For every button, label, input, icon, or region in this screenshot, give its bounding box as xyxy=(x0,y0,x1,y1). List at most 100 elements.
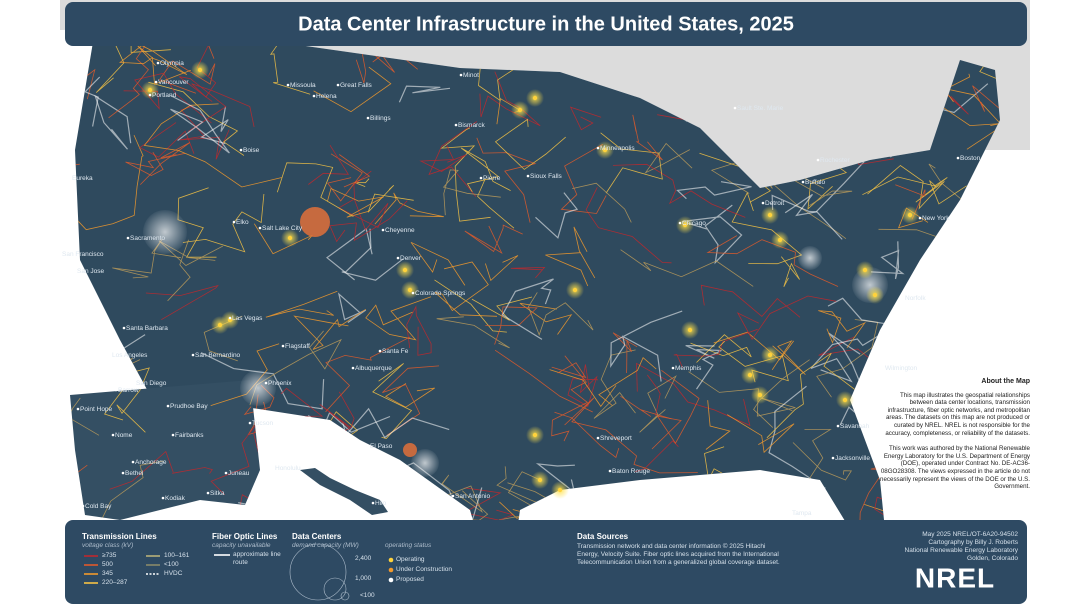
transmission-line xyxy=(494,118,566,170)
data-center xyxy=(687,327,693,333)
fiber-line xyxy=(685,345,722,390)
about-title: About the Map xyxy=(981,378,1030,385)
data-center xyxy=(842,397,848,403)
legend-title: Fiber Optic Lines xyxy=(212,532,278,541)
transmission-line xyxy=(620,395,672,420)
data-center xyxy=(572,287,578,293)
transmission-line xyxy=(428,121,478,197)
legend-title: Transmission Lines xyxy=(82,532,157,541)
city-label: New York xyxy=(922,215,950,222)
transmission-line xyxy=(125,151,186,176)
fiber-line xyxy=(94,94,132,150)
transmission-line xyxy=(210,343,280,406)
transmission-line xyxy=(354,178,370,187)
city-dot xyxy=(366,444,370,448)
transmission-line xyxy=(598,357,657,406)
city-label: Wilmington xyxy=(885,365,918,372)
city-dot xyxy=(479,176,483,180)
transmission-line xyxy=(972,85,1000,120)
transmission-line xyxy=(792,442,853,481)
city-label: Missoula xyxy=(290,82,316,89)
city-label: Sault Ste. Marie xyxy=(737,105,784,112)
city-dot xyxy=(678,221,682,225)
city-dot xyxy=(596,146,600,150)
credit-line: Golden, Colorado xyxy=(967,555,1018,562)
data-center-glow xyxy=(798,246,822,270)
city-label: Buffalo xyxy=(805,179,826,186)
transmission-line xyxy=(585,187,672,264)
transmission-line xyxy=(673,328,758,368)
city-label: El Paso xyxy=(370,443,393,450)
city-dot xyxy=(608,469,612,473)
status-swatch xyxy=(388,567,394,573)
city-label: Santa Fe xyxy=(382,348,409,355)
about-text: This map illustrates the geospatial rela… xyxy=(885,391,1030,437)
city-label: Memphis xyxy=(675,365,702,372)
city-dot xyxy=(411,291,415,295)
fiber-line xyxy=(535,192,579,239)
city-dot xyxy=(901,296,905,300)
city-label: Great Falls xyxy=(340,82,373,89)
city-dot xyxy=(881,366,885,370)
data-center xyxy=(217,322,223,328)
transmission-line xyxy=(632,114,663,161)
city-dot xyxy=(596,436,600,440)
city-dot xyxy=(831,456,835,460)
city-dot xyxy=(156,61,160,65)
city-dot xyxy=(68,176,72,180)
transmission-line xyxy=(172,467,213,474)
credit-line: National Renewable Energy Laboratory xyxy=(904,547,1018,554)
transmission-line xyxy=(867,164,948,210)
transmission-line xyxy=(527,292,594,336)
transmission-line xyxy=(644,142,693,174)
credit-line: Cartography by Billy J. Roberts xyxy=(928,539,1018,546)
sources-title: Data Sources xyxy=(577,532,629,541)
transmission-line xyxy=(374,192,444,225)
city-dot xyxy=(801,180,805,184)
city-label: Anchorage xyxy=(135,459,167,466)
transmission-line xyxy=(167,239,191,302)
city-dot xyxy=(351,366,355,370)
city-dot xyxy=(366,116,370,120)
transmission-line xyxy=(736,295,837,341)
fiber-line xyxy=(535,463,576,494)
transmission-line xyxy=(143,103,282,188)
city-label: Bethel xyxy=(125,470,144,477)
fiber-line xyxy=(870,241,905,280)
city-label: San Francisco xyxy=(62,251,104,258)
city-dot xyxy=(191,353,195,357)
city-label: Nome xyxy=(115,432,133,439)
legend-panel xyxy=(65,520,1027,604)
transmission-line xyxy=(554,411,620,459)
city-label: Flagstaff xyxy=(285,343,310,350)
city-label: Jacksonville xyxy=(835,455,870,462)
city-label: Detroit xyxy=(765,200,784,207)
city-dot xyxy=(108,353,112,357)
fiber-line xyxy=(501,278,554,340)
city-label: Norfolk xyxy=(905,295,926,302)
city-label: Prudhoe Bay xyxy=(170,403,208,410)
city-label: Las Vegas xyxy=(232,315,263,322)
transmission-line xyxy=(705,400,731,450)
transmission-line xyxy=(464,224,523,255)
city-label: Helena xyxy=(316,93,337,100)
transmission-line xyxy=(327,153,363,202)
transmission-line xyxy=(510,266,546,279)
transmission-line xyxy=(338,170,389,231)
size-label: 1,000 xyxy=(355,575,372,582)
data-center xyxy=(197,67,203,73)
fiber-line xyxy=(341,228,404,281)
transmission-line xyxy=(410,241,466,286)
city-label: Juneau xyxy=(228,470,250,477)
city-label: Salt Lake City xyxy=(262,225,303,232)
transmission-line xyxy=(177,187,217,258)
city-dot xyxy=(733,106,737,110)
data-center xyxy=(517,107,523,113)
city-dot xyxy=(131,460,135,464)
transmission-line xyxy=(485,306,538,345)
transmission-line xyxy=(485,255,519,282)
transmission-line xyxy=(313,66,392,113)
fiber-line xyxy=(810,333,882,383)
transmission-line xyxy=(646,374,661,416)
data-center xyxy=(872,292,878,298)
